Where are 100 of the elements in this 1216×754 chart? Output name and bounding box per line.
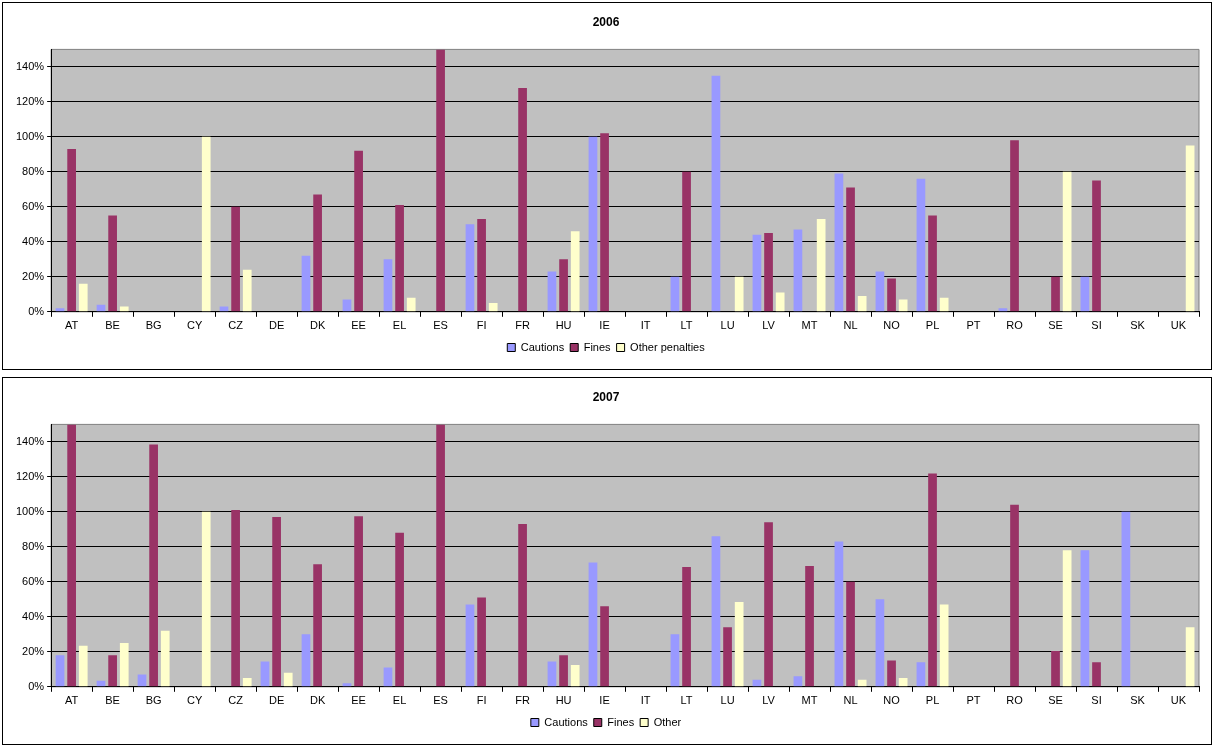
- bar: [875, 599, 885, 687]
- bar: [764, 522, 773, 687]
- bar: [670, 634, 680, 687]
- bar: [242, 678, 252, 687]
- bar: [1080, 550, 1090, 687]
- bar: [559, 655, 568, 687]
- bar: [734, 601, 744, 687]
- bar: [108, 215, 117, 312]
- x-tick-label: LT: [680, 694, 693, 707]
- bar: [887, 660, 896, 687]
- x-tick-label: BE: [105, 319, 120, 332]
- x-tick-label: LV: [762, 694, 776, 707]
- bar: [857, 679, 867, 687]
- legend-label: Cautions: [544, 715, 589, 728]
- bar: [939, 297, 949, 312]
- x-tick-label: EE: [351, 319, 366, 332]
- x-tick-label: BG: [145, 694, 162, 707]
- bar: [465, 224, 475, 312]
- bar: [916, 178, 926, 312]
- x-tick-label: NO: [883, 319, 901, 332]
- legend-label: Fines: [607, 715, 635, 728]
- bar: [354, 516, 363, 687]
- bar: [1062, 171, 1072, 312]
- bar: [723, 627, 732, 687]
- x-tick-label: HU: [555, 319, 572, 332]
- bar: [1092, 662, 1101, 687]
- x-tick-label: LT: [680, 319, 693, 332]
- y-tick-label: 0%: [28, 304, 45, 317]
- bar: [78, 283, 88, 312]
- bar: [752, 234, 762, 312]
- y-tick-label: 40%: [22, 234, 45, 247]
- bar: [928, 473, 937, 687]
- bar: [395, 532, 404, 687]
- bar: [313, 194, 322, 312]
- bar: [734, 276, 744, 312]
- x-tick-label: AT: [65, 694, 79, 707]
- bar: [711, 536, 721, 687]
- x-tick-label: PL: [925, 319, 940, 332]
- bar: [600, 606, 609, 687]
- x-tick-label: NO: [883, 694, 901, 707]
- x-tick-label: DE: [268, 319, 285, 332]
- bar: [201, 136, 211, 312]
- bar: [518, 87, 527, 312]
- bar: [559, 259, 568, 312]
- bar: [1185, 145, 1195, 312]
- y-tick-label: 60%: [22, 574, 45, 587]
- bar: [834, 173, 844, 312]
- bar: [939, 604, 949, 687]
- x-tick-label: SI: [1091, 694, 1102, 707]
- bar: [383, 259, 393, 312]
- bar: [898, 678, 908, 687]
- x-tick-label: BE: [105, 694, 120, 707]
- bar: [588, 136, 598, 312]
- bar: [283, 672, 293, 687]
- y-tick-label: 0%: [28, 679, 45, 692]
- bar: [682, 566, 691, 687]
- bar: [547, 271, 557, 312]
- bar: [301, 634, 311, 687]
- bar: [55, 655, 65, 687]
- y-tick-label: 20%: [22, 644, 45, 657]
- y-tick-label: 100%: [15, 504, 45, 517]
- y-tick-label: 20%: [22, 269, 45, 282]
- bar: [547, 661, 557, 687]
- bar: [793, 229, 803, 312]
- x-tick-label: CZ: [228, 694, 244, 707]
- bar: [518, 524, 527, 687]
- bar: [301, 255, 311, 312]
- x-tick-label: MT: [801, 694, 818, 707]
- x-tick-label: CY: [186, 319, 203, 332]
- y-tick-label: 120%: [15, 469, 45, 482]
- x-tick-label: MT: [801, 319, 818, 332]
- x-tick-label: FI: [476, 319, 487, 332]
- x-tick-label: RO: [1006, 319, 1024, 332]
- x-tick-label: BG: [145, 319, 162, 332]
- bar: [816, 219, 826, 312]
- x-tick-label: PT: [966, 694, 981, 707]
- bar: [588, 562, 598, 687]
- x-tick-label: AT: [65, 319, 79, 332]
- bar: [1051, 276, 1060, 312]
- x-tick-label: SE: [1048, 694, 1063, 707]
- x-tick-label: FI: [476, 694, 487, 707]
- bar: [67, 424, 76, 687]
- x-tick-label: SI: [1091, 319, 1102, 332]
- bar: [149, 444, 158, 687]
- x-tick-label: UK: [1170, 319, 1187, 332]
- x-tick-label: EL: [392, 694, 407, 707]
- bar: [570, 664, 580, 687]
- bar: [793, 676, 803, 687]
- legend-label: Cautions: [520, 340, 565, 353]
- x-tick-label: IT: [640, 694, 651, 707]
- legend-label: Other: [653, 715, 682, 728]
- x-tick-label: LV: [762, 319, 776, 332]
- bar: [260, 661, 270, 687]
- y-tick-label: 100%: [15, 129, 45, 142]
- x-tick-label: CZ: [228, 319, 244, 332]
- bar: [916, 662, 926, 687]
- bar: [1185, 627, 1195, 687]
- bar: [160, 630, 170, 687]
- x-tick-label: IT: [640, 319, 651, 332]
- x-tick-label: DE: [268, 694, 285, 707]
